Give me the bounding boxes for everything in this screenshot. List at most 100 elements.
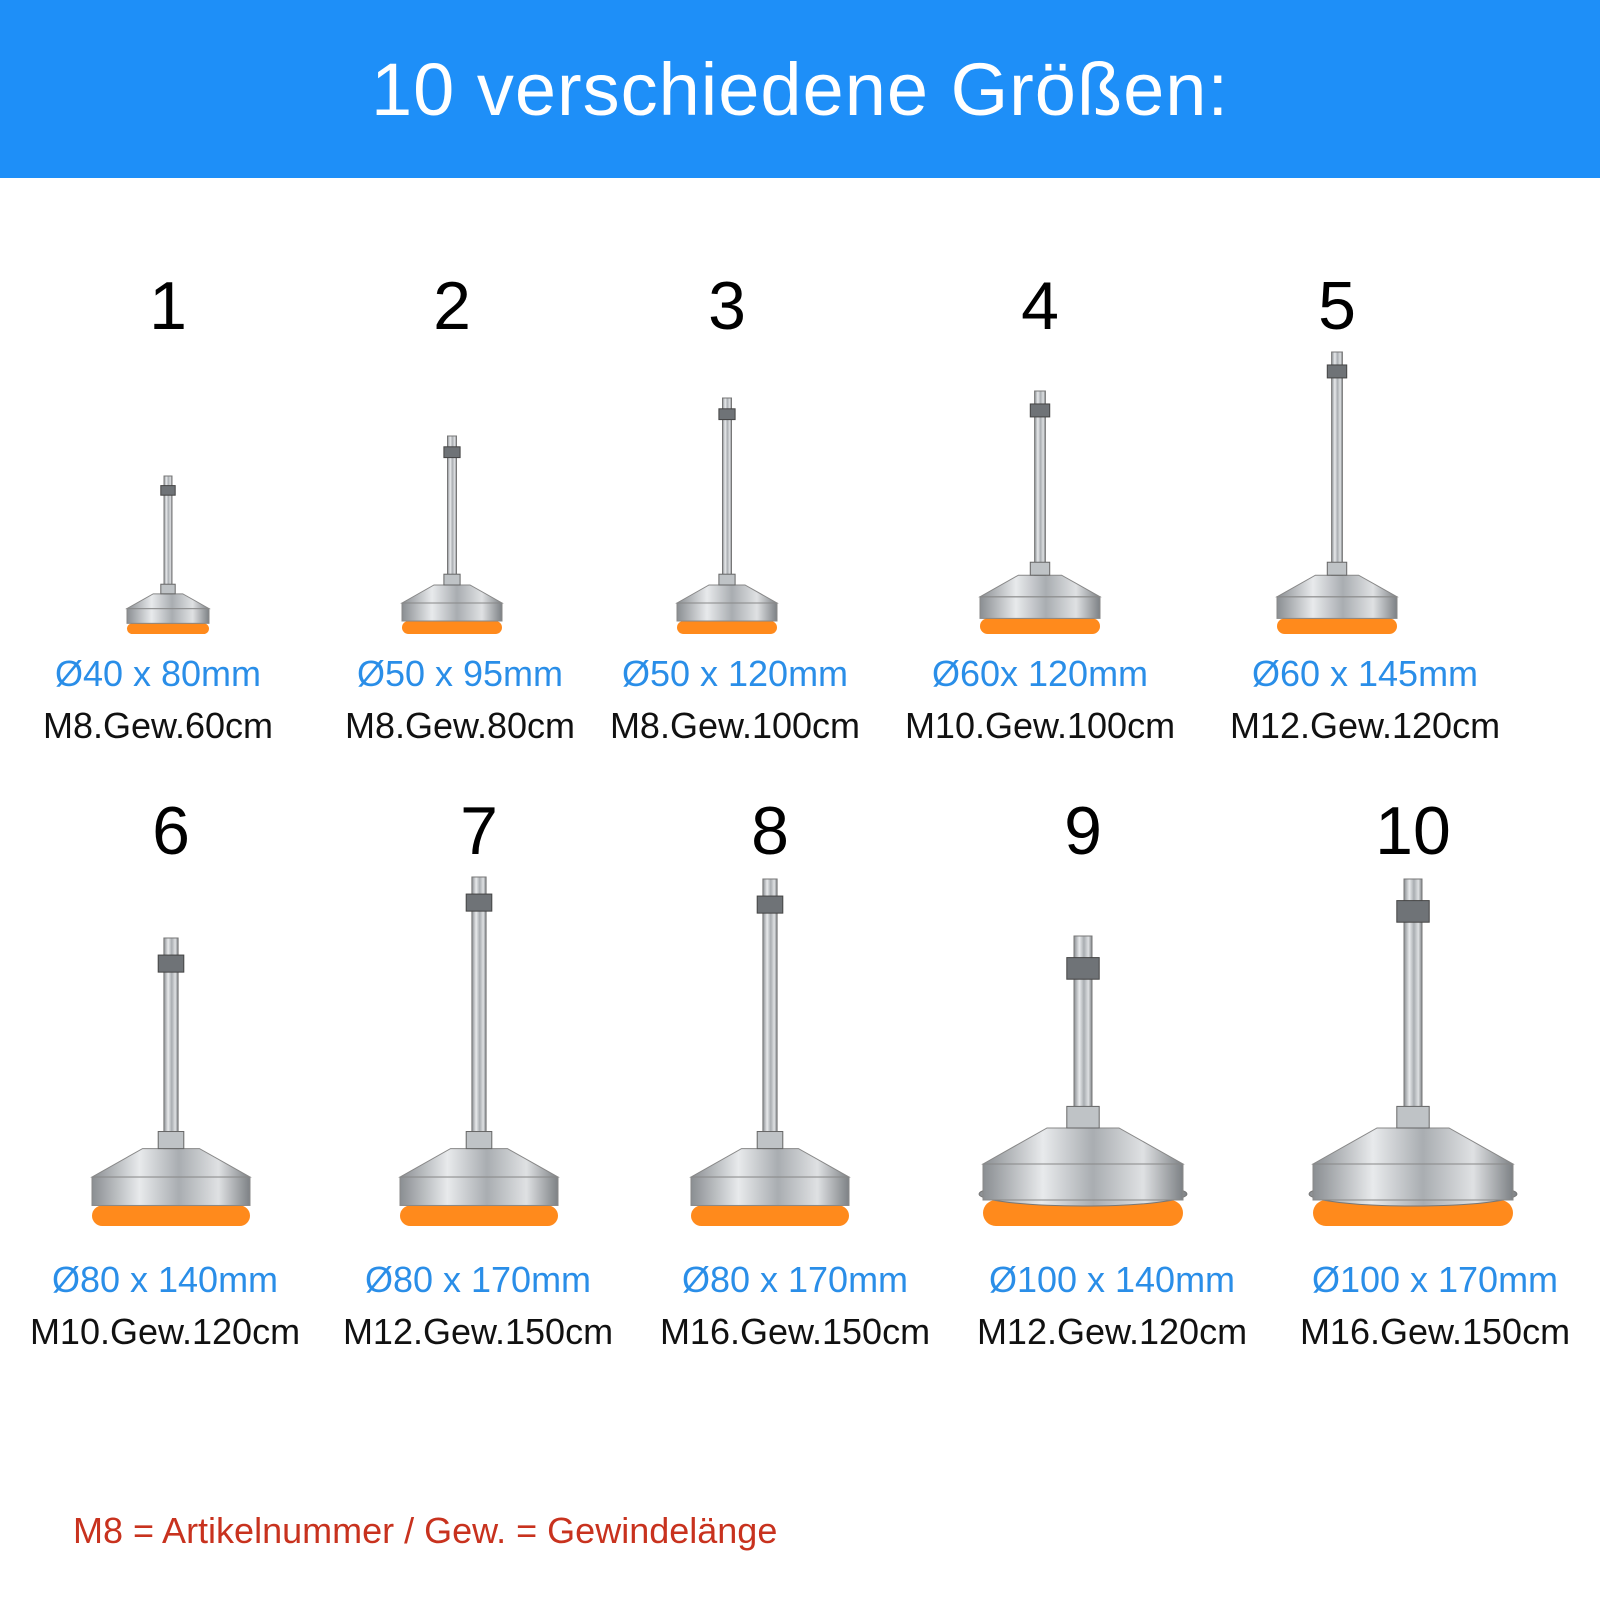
lower-nut (160, 583, 176, 595)
product-dimensions: Ø80 x 170mm (681, 1259, 909, 1300)
threaded-rod (447, 435, 457, 586)
product-spec: M16.Gew.150cm (1299, 1311, 1571, 1352)
product-item: Ø50 x 95mm M8.Gew.80cm (300, 656, 620, 744)
product-item: Ø100 x 140mm M12.Gew.120cm (952, 1262, 1272, 1350)
product-dimensions: Ø60 x 145mm (1251, 653, 1479, 694)
product-number: 2 (433, 268, 471, 344)
product-number: 8 (751, 793, 789, 869)
base (91, 1176, 251, 1206)
pad (983, 1200, 1183, 1226)
product-number: 4 (1021, 268, 1059, 344)
product-item: Ø80 x 170mm M16.Gew.150cm (635, 1262, 955, 1350)
header-banner: 10 verschiedene Größen: (0, 0, 1600, 178)
footnote: M8 = Artikelnummer / Gew. = Gewindelänge (73, 1510, 778, 1551)
pad (127, 623, 209, 634)
base (676, 602, 778, 622)
base-cone (125, 593, 211, 610)
threaded-rod (722, 397, 732, 586)
product-spec: M12.Gew.120cm (1229, 705, 1501, 746)
product-number: 9 (1064, 793, 1102, 869)
product-spec: M12.Gew.120cm (976, 1311, 1248, 1352)
pad (400, 1205, 558, 1226)
hex-nut (756, 895, 784, 914)
product-number: 1 (149, 268, 187, 344)
pad (92, 1205, 250, 1226)
hex-nut (465, 893, 493, 912)
product-number: 5 (1318, 268, 1356, 344)
threaded-rod (1331, 351, 1343, 576)
lower-nut (443, 573, 461, 586)
lower-nut (1029, 561, 1051, 576)
pad (677, 621, 777, 634)
product-item: Ø40 x 80mm M8.Gew.60cm (0, 656, 318, 744)
base (982, 1163, 1184, 1201)
product-dimensions: Ø40 x 80mm (54, 653, 262, 694)
pad (691, 1205, 849, 1226)
base-cone (675, 584, 779, 604)
product-spec: M8.Gew.100cm (609, 705, 861, 746)
pad (980, 618, 1100, 634)
product-item: Ø60 x 145mm M12.Gew.120cm (1205, 656, 1525, 744)
hex-nut (1029, 403, 1051, 418)
base (126, 608, 210, 624)
hex-nut (1396, 900, 1430, 923)
lower-nut (157, 1131, 185, 1150)
product-spec: M16.Gew.150cm (659, 1311, 931, 1352)
product-item: Ø80 x 140mm M10.Gew.120cm (5, 1262, 325, 1350)
pad (402, 621, 502, 634)
base-cone (1311, 1127, 1515, 1165)
product-item: Ø50 x 120mm M8.Gew.100cm (575, 656, 895, 744)
product-spec: M10.Gew.120cm (29, 1311, 301, 1352)
base (979, 596, 1101, 619)
base-cone (978, 574, 1102, 598)
base (1276, 596, 1398, 619)
product-dimensions: Ø80 x 140mm (51, 1259, 279, 1300)
product-spec: M10.Gew.100cm (904, 705, 1176, 746)
product-number: 7 (460, 793, 498, 869)
base-cone (689, 1148, 851, 1178)
hex-nut (718, 408, 736, 421)
product-item: Ø80 x 170mm M12.Gew.150cm (318, 1262, 638, 1350)
threaded-rod (1034, 390, 1046, 576)
base (1312, 1163, 1514, 1201)
hex-nut (1326, 364, 1348, 379)
lower-nut (1326, 561, 1348, 576)
base-cone (981, 1127, 1185, 1165)
base-cone (1275, 574, 1399, 598)
base-cone (398, 1148, 560, 1178)
hex-nut (1066, 957, 1100, 980)
base-cone (90, 1148, 252, 1178)
product-dimensions: Ø100 x 140mm (988, 1259, 1236, 1300)
product-item: Ø100 x 170mm M16.Gew.150cm (1275, 1262, 1595, 1350)
hex-nut (157, 954, 185, 973)
product-number: 6 (152, 793, 190, 869)
product-dimensions: Ø50 x 120mm (621, 653, 849, 694)
lower-nut (465, 1131, 493, 1150)
page-title: 10 verschiedene Größen: (370, 47, 1230, 131)
pad (1313, 1200, 1513, 1226)
product-dimensions: Ø50 x 95mm (356, 653, 564, 694)
product-dimensions: Ø80 x 170mm (364, 1259, 592, 1300)
product-spec: M12.Gew.150cm (342, 1311, 614, 1352)
base-cone (400, 584, 504, 604)
hex-nut (443, 446, 461, 459)
pad (1277, 618, 1397, 634)
base (401, 602, 503, 622)
base (399, 1176, 559, 1206)
lower-nut (756, 1131, 784, 1150)
base (690, 1176, 850, 1206)
product-item: Ø60x 120mm M10.Gew.100cm (880, 656, 1200, 744)
product-spec: M8.Gew.60cm (42, 705, 274, 746)
product-number: 3 (708, 268, 746, 344)
lower-nut (1396, 1105, 1430, 1129)
hex-nut (160, 485, 176, 496)
threaded-rod (471, 876, 487, 1150)
product-dimensions: Ø60x 120mm (931, 653, 1149, 694)
product-number: 10 (1375, 793, 1451, 869)
lower-nut (718, 573, 736, 586)
threaded-rod (762, 878, 778, 1150)
product-dimensions: Ø100 x 170mm (1311, 1259, 1559, 1300)
product-spec: M8.Gew.80cm (344, 705, 576, 746)
lower-nut (1066, 1105, 1100, 1129)
